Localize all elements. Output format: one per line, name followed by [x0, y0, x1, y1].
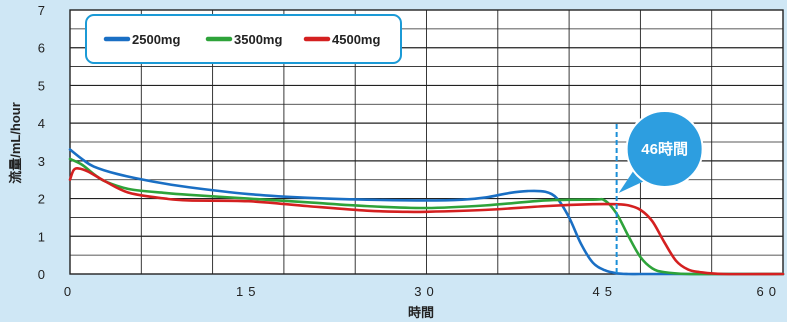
chart-series: [68, 148, 785, 276]
series-line-4500mg: [68, 167, 785, 276]
x-tick-label: 0: [64, 284, 76, 299]
legend-box: [85, 14, 402, 64]
y-axis-label: 流量/mL/hour: [8, 102, 23, 184]
annotation-label: 46時間: [641, 140, 688, 158]
legend-label-2500mg: 2500mg: [132, 32, 180, 47]
legend-label-3500mg: 3500mg: [234, 32, 282, 47]
y-tick-label: 7: [38, 3, 45, 18]
y-tick-label: 0: [38, 267, 45, 282]
y-tick-label: 2: [38, 192, 45, 207]
legend-label-4500mg: 4500mg: [332, 32, 380, 47]
y-tick-label: 6: [38, 41, 45, 56]
chart-legend: 2500mg 3500mg 4500mg: [85, 14, 402, 64]
x-axis-label: 時間: [408, 305, 434, 320]
y-tick-label: 3: [38, 154, 45, 169]
y-tick-label: 5: [38, 78, 45, 93]
x-tick-label: 60: [757, 284, 781, 299]
series-line-2500mg: [68, 148, 785, 276]
y-tick-label: 4: [38, 116, 45, 131]
series-line-3500mg: [68, 157, 785, 276]
annotation-bubble: [625, 110, 704, 188]
y-tick-label: 1: [38, 229, 45, 244]
x-tick-label: 15: [236, 284, 260, 299]
chart-annotation: 46時間: [615, 110, 704, 274]
x-tick-label: 45: [593, 284, 617, 299]
x-tick-label: 30: [414, 284, 438, 299]
